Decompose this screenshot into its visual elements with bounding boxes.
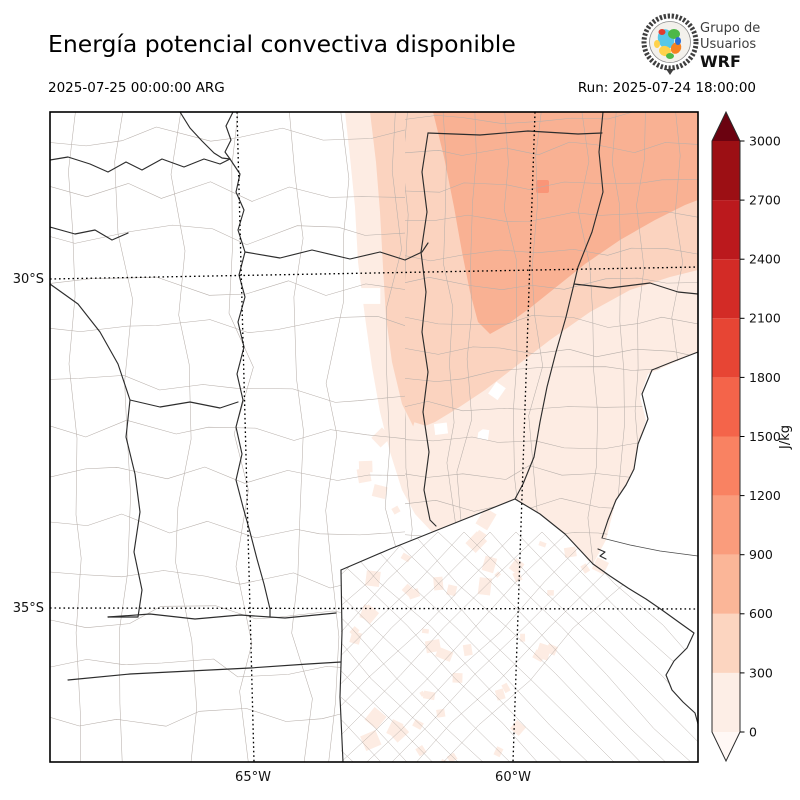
- colorbar-segment: [712, 318, 740, 378]
- wrf-logo: Grupo de Usuarios WRF: [641, 13, 760, 75]
- lon-label-60w: 60°W: [495, 770, 531, 785]
- colorbar-segment: [712, 672, 740, 732]
- colorbar-segment: [712, 495, 740, 555]
- colorbar-segment: [712, 377, 740, 437]
- run-time-label: Run: 2025-07-24 18:00:00: [577, 80, 756, 96]
- gridline-35s: [50, 607, 698, 610]
- wrf-logo-icon: [641, 13, 699, 75]
- gridline-65w: [236, 112, 255, 762]
- colorbar-segment: [712, 554, 740, 614]
- colorbar-tick-label-2700: 2700: [749, 193, 781, 208]
- logo-line-2: Usuarios: [700, 37, 756, 52]
- lon-label-65w: 65°W: [235, 770, 271, 785]
- lat-label-30s: 30°S: [13, 272, 44, 287]
- weather-map: [49, 111, 699, 763]
- colorbar: 0 300 600 900 1200 1500 1800 2100 2400 2…: [711, 110, 793, 763]
- logo-line-3: WRF: [700, 52, 741, 71]
- graticule: [50, 112, 698, 762]
- colorbar-tick-label-3000: 3000: [749, 133, 781, 148]
- page-title: Energía potencial convectiva disponible: [48, 30, 516, 58]
- colorbar-over-arrow: [712, 112, 740, 141]
- lat-label-35s: 35°S: [13, 601, 44, 616]
- colorbar-segment: [712, 613, 740, 673]
- department-boundaries-buenosaires: [341, 531, 698, 762]
- colorbar-segment: [712, 200, 740, 260]
- colorbar-tick-label-1500: 1500: [749, 429, 781, 444]
- colorbar-tick-label-900: 900: [749, 547, 773, 562]
- gridline-60w: [512, 112, 536, 762]
- cape-shading-level3: [433, 112, 698, 334]
- colorbar-segment: [712, 436, 740, 496]
- colorbar-under-arrow: [712, 732, 740, 761]
- colorbar-tick-label-1200: 1200: [749, 488, 781, 503]
- valid-time-label: 2025-07-25 00:00:00 ARG: [48, 80, 225, 96]
- province-boundaries: [50, 112, 698, 762]
- colorbar-tick-label-2400: 2400: [749, 252, 781, 267]
- map-border: [49, 111, 699, 763]
- department-boundaries-west: [50, 112, 405, 762]
- colorbar-unit-label: J/kg: [778, 425, 793, 450]
- colorbar-tick-label-0: 0: [749, 724, 757, 739]
- colorbar-segment: [712, 141, 740, 201]
- colorbar-tick-label-600: 600: [749, 606, 773, 621]
- colorbar-tick-label-1800: 1800: [749, 370, 781, 385]
- colorbar-ticks: 0 300 600 900 1200 1500 1800 2100 2400 2…: [740, 133, 781, 739]
- colorbar-tick-label-2100: 2100: [749, 311, 781, 326]
- cape-speckles: [349, 414, 609, 762]
- cape-shading: [345, 112, 698, 762]
- colorbar-tick-label-300: 300: [749, 665, 773, 680]
- colorbar-segment: [712, 259, 740, 319]
- gridline-30s: [50, 266, 698, 280]
- logo-line-1: Grupo de: [700, 21, 760, 36]
